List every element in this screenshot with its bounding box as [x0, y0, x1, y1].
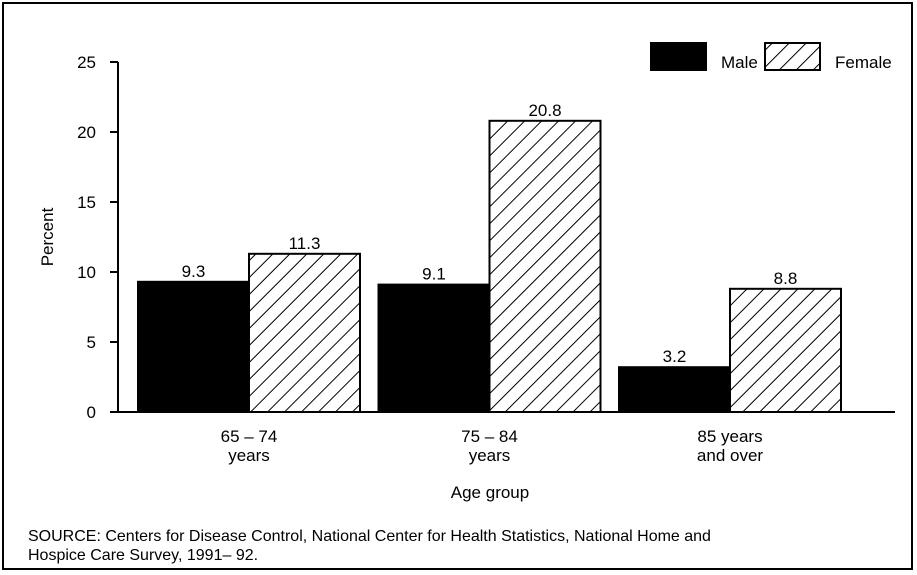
value-label: 11.3: [289, 234, 321, 253]
legend-label: Male: [721, 53, 758, 72]
y-tick-label: 20: [77, 123, 96, 142]
bar: [248, 252, 361, 413]
bar: [137, 280, 250, 413]
y-tick-label: 0: [87, 403, 96, 422]
y-tick-label: 10: [77, 263, 96, 282]
value-label: 8.8: [774, 269, 798, 288]
value-label: 3.2: [663, 347, 687, 366]
bar: [618, 366, 731, 414]
x-tick-label: years: [469, 446, 511, 465]
bar: [377, 283, 491, 414]
x-tick-label: 75 – 84: [461, 427, 518, 446]
y-tick-label: 25: [77, 53, 96, 72]
bar: [488, 119, 602, 414]
value-label: 9.3: [182, 262, 206, 281]
x-tick-label: years: [228, 446, 270, 465]
x-tick-label: and over: [697, 446, 763, 465]
source-note: SOURCE: Centers for Disease Control, Nat…: [28, 528, 711, 545]
x-tick-label: 85 years: [697, 427, 762, 446]
x-axis-label: Age group: [451, 483, 529, 502]
value-label: 9.1: [422, 265, 446, 284]
legend-swatch: [650, 42, 707, 71]
source-note: Hospice Care Survey, 1991– 92.: [28, 547, 258, 564]
value-label: 20.8: [528, 101, 561, 120]
legend-swatch: [764, 42, 821, 71]
x-tick-label: 65 – 74: [221, 427, 278, 446]
y-tick-label: 15: [77, 193, 96, 212]
legend-label: Female: [835, 53, 892, 72]
y-tick-label: 5: [87, 333, 96, 352]
bar: [729, 287, 842, 413]
y-axis-label: Percent: [38, 207, 57, 266]
